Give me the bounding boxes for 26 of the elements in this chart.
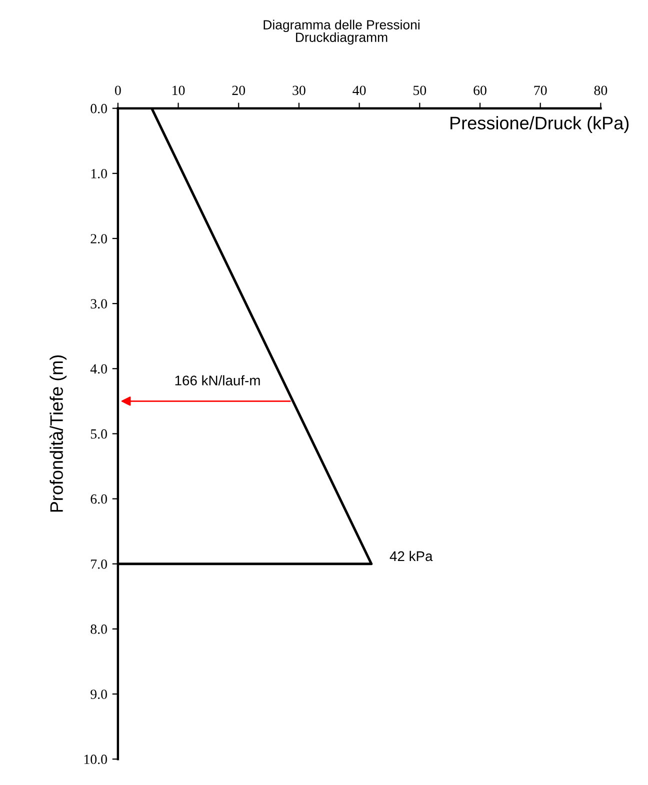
y-tick-label: 4.0 bbox=[90, 364, 107, 374]
annotation: 166 kN/lauf-m bbox=[175, 375, 260, 386]
x-tick-label: 70 bbox=[534, 86, 547, 96]
chart-title: Diagramma delle Pressioni bbox=[264, 20, 420, 32]
annotation: 42 kPa bbox=[390, 550, 433, 562]
chart-subtitle: Druckdiagramm bbox=[296, 32, 388, 45]
x-tick-label: 40 bbox=[352, 86, 366, 96]
y-tick-label: 0.0 bbox=[90, 104, 107, 114]
x-axis-title: Pressione/Druck (kPa) bbox=[450, 116, 629, 134]
y-tick-label: 5.0 bbox=[90, 429, 107, 439]
y-tick-label: 9.0 bbox=[90, 690, 107, 700]
y-tick-label: 8.0 bbox=[90, 624, 107, 634]
x-tick-label: 0 bbox=[114, 86, 121, 96]
y-tick-label: 1.0 bbox=[91, 168, 107, 178]
x-tick-label: 60 bbox=[474, 86, 486, 96]
y-tick-label: 7.0 bbox=[91, 559, 107, 569]
y-tick-label: 2.0 bbox=[90, 234, 107, 244]
y-tick-label: 6.0 bbox=[90, 494, 107, 504]
x-tick-label: 30 bbox=[292, 86, 306, 96]
x-tick-label: 10 bbox=[172, 86, 185, 96]
y-axis-title: Profondità/Tiefe (m) bbox=[50, 355, 67, 512]
x-tick-label: 50 bbox=[414, 86, 426, 96]
y-tick-label: 3.0 bbox=[90, 299, 107, 309]
x-tick-label: 80 bbox=[594, 86, 608, 96]
y-tick-label: 10.0 bbox=[84, 754, 107, 764]
x-tick-label: 20 bbox=[232, 86, 246, 96]
